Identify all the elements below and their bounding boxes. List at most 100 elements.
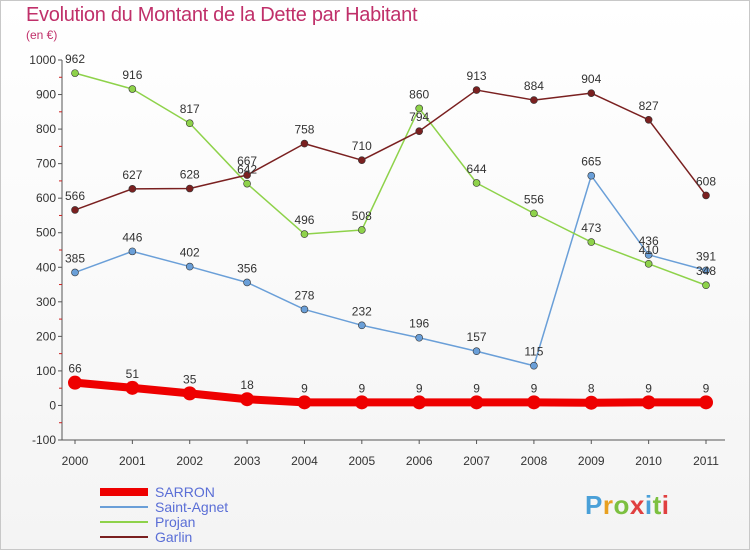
data-point — [243, 179, 251, 188]
data-point — [702, 266, 710, 275]
data-label: 628 — [180, 168, 200, 182]
x-tick-label: 2006 — [406, 454, 433, 468]
data-label: 9 — [358, 381, 365, 395]
logo-letter: i — [644, 490, 653, 520]
data-label: 9 — [301, 381, 308, 395]
data-label: 710 — [352, 139, 372, 153]
data-point — [641, 395, 656, 410]
data-label: 9 — [645, 381, 652, 395]
data-label: 356 — [237, 261, 257, 275]
data-label: 473 — [581, 221, 601, 235]
x-tick-label: 2004 — [291, 454, 318, 468]
chart-title: Evolution du Montant de la Dette par Hab… — [26, 4, 418, 26]
legend-label: Saint-Agnet — [155, 499, 228, 515]
data-label: 556 — [524, 192, 544, 206]
data-point — [530, 361, 538, 370]
data-point — [71, 268, 79, 277]
data-label: 627 — [122, 168, 142, 182]
data-point — [472, 179, 481, 187]
x-tick-label: 2011 — [693, 454, 719, 468]
x-tick-label: 2007 — [463, 454, 490, 468]
data-label: 9 — [703, 381, 710, 395]
x-tick-label: 2000 — [62, 454, 89, 468]
x-tick-label: 2008 — [521, 454, 548, 468]
data-label: 916 — [122, 68, 142, 82]
chart-subtitle: (en €) — [26, 28, 58, 42]
data-label: 608 — [696, 174, 716, 188]
data-point — [185, 184, 194, 193]
y-tick-label: 400 — [36, 260, 56, 274]
data-point — [530, 96, 538, 104]
data-point — [415, 333, 423, 342]
data-point — [128, 247, 137, 256]
data-point — [412, 395, 427, 410]
data-label: 402 — [180, 246, 200, 260]
logo-letter: r — [602, 490, 614, 520]
data-label: 115 — [524, 345, 543, 359]
data-point — [702, 191, 710, 200]
data-point — [415, 127, 423, 135]
data-label: 794 — [409, 110, 429, 124]
series-line-saint-agnet — [74, 174, 707, 367]
y-tick-label: 600 — [36, 191, 56, 205]
data-label: 8 — [588, 382, 595, 396]
data-label: 391 — [696, 249, 716, 263]
logo-letter: t — [652, 490, 662, 520]
x-tick-label: 2002 — [176, 454, 203, 468]
data-label: 566 — [65, 189, 85, 203]
data-point — [644, 251, 653, 259]
y-tick-label: 300 — [36, 295, 56, 309]
data-point — [472, 347, 481, 356]
data-point — [71, 69, 79, 77]
data-label: 196 — [409, 317, 429, 331]
legend-label: SARRON — [155, 484, 215, 500]
data-label: 18 — [240, 378, 254, 392]
data-label: 348 — [696, 264, 716, 278]
data-point — [587, 89, 596, 97]
data-label: 436 — [639, 234, 659, 248]
data-label: 66 — [68, 362, 82, 376]
data-point — [354, 395, 369, 410]
proxiti-logo: Proxiti — [585, 490, 669, 521]
data-label: 508 — [352, 209, 372, 223]
data-point — [128, 85, 137, 93]
data-point — [185, 119, 194, 128]
y-tick-label: 500 — [36, 226, 56, 240]
series-line-sarron — [71, 378, 710, 407]
data-label: 667 — [237, 154, 257, 168]
series-line-garlin — [74, 89, 707, 211]
data-label: 278 — [294, 288, 314, 302]
data-point — [358, 321, 366, 330]
data-point — [358, 156, 366, 164]
data-point — [240, 392, 255, 407]
data-label: 496 — [294, 213, 314, 227]
data-point — [587, 238, 596, 246]
data-point — [472, 86, 481, 94]
data-label: 35 — [183, 372, 197, 386]
data-point — [300, 230, 309, 238]
y-tick-label: 200 — [36, 329, 56, 343]
x-tick-label: 2003 — [234, 454, 261, 468]
data-label: 385 — [65, 251, 85, 265]
logo-letter: o — [613, 490, 630, 520]
y-tick-label: 800 — [36, 122, 56, 136]
data-label: 9 — [531, 381, 538, 395]
logo-letter: P — [585, 490, 603, 520]
data-point — [300, 139, 309, 148]
data-label: 913 — [467, 69, 487, 83]
data-point — [415, 104, 423, 113]
y-tick-label: 100 — [36, 364, 56, 378]
x-tick-label: 2010 — [635, 454, 662, 468]
data-label: 9 — [473, 381, 480, 395]
logo-letter: x — [629, 490, 645, 520]
logo-letter: i — [661, 490, 670, 520]
y-tick-label: 1000 — [29, 53, 56, 67]
x-tick-label: 2005 — [348, 454, 375, 468]
legend-label: Garlin — [155, 529, 192, 545]
data-point — [644, 115, 653, 124]
data-label: 157 — [467, 330, 487, 344]
data-point — [526, 395, 541, 410]
data-label: 9 — [416, 381, 423, 395]
